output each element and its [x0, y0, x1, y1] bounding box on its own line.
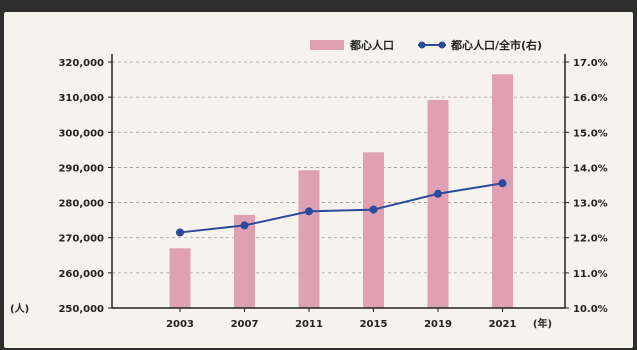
left-tick-label: 310,000: [58, 93, 104, 104]
x-tick-label: 2011: [295, 319, 323, 330]
line-point: [176, 228, 184, 237]
line-point: [434, 189, 442, 198]
right-tick-label: 12.0%: [573, 234, 608, 245]
line-point: [240, 221, 249, 230]
combo-chart: 250,000 260,000 270,000 280,000 290,000 300,0…: [10, 38, 608, 330]
bar: [363, 152, 384, 308]
legend-swatch-bar: [310, 40, 344, 50]
right-tick-label: 13.0%: [573, 199, 608, 210]
right-tick-label: 15.0%: [573, 128, 608, 139]
bar-series: [169, 74, 513, 308]
right-tick-label: 14.0%: [573, 163, 608, 174]
bar: [298, 170, 320, 308]
legend-label-line: 都心人口/全市(右): [450, 38, 542, 52]
line-point: [305, 207, 313, 216]
legend: 都心人口 都心人口/全市(右): [310, 38, 542, 52]
bar: [234, 214, 255, 308]
tick-labels: 250,000 260,000 270,000 280,000 290,000 300,0…: [10, 58, 608, 330]
left-tick-label: 250,000: [58, 304, 104, 315]
left-tick-label: 320,000: [58, 58, 104, 69]
bar: [169, 248, 191, 308]
bar: [492, 74, 513, 308]
legend-marker-line: [418, 41, 426, 49]
chart-panel: 250,000 260,000 270,000 280,000 290,000 300,0…: [4, 12, 633, 348]
left-tick-label: 300,000: [58, 128, 104, 139]
right-tick-label: 11.0%: [573, 269, 608, 280]
x-axis-unit: (年): [533, 317, 552, 330]
line-point: [369, 205, 378, 214]
line-path: [179, 182, 503, 234]
left-tick-label: 280,000: [58, 199, 104, 210]
x-tick-label: 2015: [360, 319, 388, 330]
left-tick-label: 260,000: [58, 269, 104, 280]
axes: [108, 54, 569, 312]
left-axis-unit: (人): [10, 302, 29, 315]
bar: [427, 99, 449, 308]
legend-label-bar: 都心人口: [349, 38, 394, 52]
x-tick-label: 2007: [231, 319, 259, 330]
left-tick-label: 290,000: [58, 163, 104, 174]
legend-marker-line: [438, 41, 446, 49]
line-series: [176, 179, 507, 237]
right-tick-label: 10.0%: [573, 304, 608, 315]
line-point: [498, 179, 507, 188]
left-tick-label: 270,000: [58, 234, 104, 245]
x-tick-label: 2021: [489, 319, 517, 330]
x-tick-label: 2019: [424, 319, 452, 330]
right-tick-label: 17.0%: [573, 58, 608, 69]
x-tick-label: 2003: [166, 319, 194, 330]
right-tick-label: 16.0%: [573, 93, 608, 104]
